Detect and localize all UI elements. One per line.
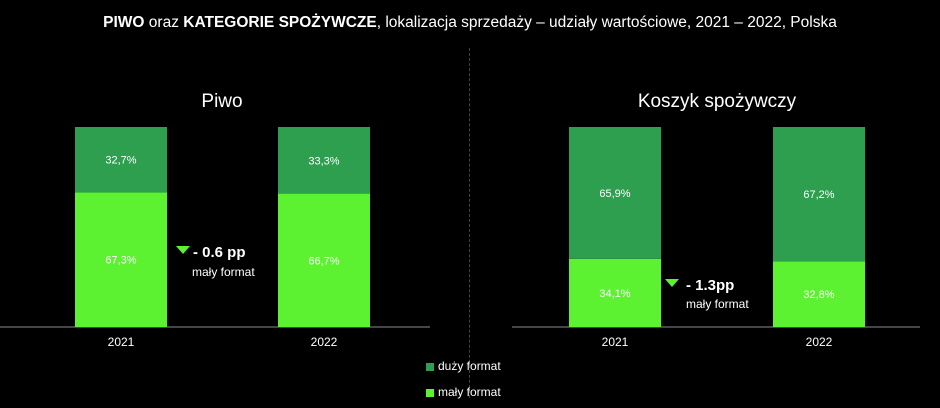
panel-divider [469,48,471,398]
panel1-xtick-2021: 2021 [108,335,135,349]
legend-item-duzy: duży format [426,359,501,373]
legend-swatch-maly [426,388,434,397]
panel1-annotation-value: - 0.6 pp [193,244,246,261]
legend-label-maly: mały format [438,385,501,399]
title-text-1: oraz [144,14,184,31]
panel1-xtick-2022: 2022 [311,335,338,349]
panel2-label-2021-duzy: 65,9% [599,188,630,200]
panel2-down-arrow-icon [665,279,679,287]
legend-label-duzy: duży format [438,359,501,373]
panel2-bar-2022-duzy [773,127,865,262]
panel1-bar-2021-duzy [75,127,167,193]
legend-item-maly: mały format [426,385,501,399]
panel2-annotation-value: - 1.3pp [686,277,734,294]
panel2-bar-2021-maly [569,258,661,327]
panel1-label-2022-maly: 66,7% [308,255,339,267]
panel2-label-2021-maly: 34,1% [599,288,630,300]
panel1-bar-2022-maly [278,193,370,327]
panel1-bar-2022-duzy [278,127,370,194]
title-bold-piwo: PIWO [103,14,145,31]
panel2-xtick-2021: 2021 [602,335,629,349]
panel2-bar-2022-maly [773,261,865,327]
legend-swatch-duzy [426,362,434,371]
title-text-2: , lokalizacja sprzedaży – udziały wartoś… [376,14,837,31]
panel1-down-arrow-icon [176,246,190,254]
panel2-title: Koszyk spożywczy [638,91,797,112]
panel2-label-2022-duzy: 67,2% [803,189,834,201]
panel2-label-2022-maly: 32,8% [803,289,834,301]
panel2-bar-2021-duzy [569,127,661,259]
panel1-bar-2021-maly [75,192,167,327]
panel1-title: Piwo [201,91,242,112]
panel1-label-2021-maly: 67,3% [105,255,136,267]
panel2-annotation-text: mały format [686,297,749,311]
panel1-annotation-text: mały format [192,265,255,279]
panel1-label-2021-duzy: 32,7% [105,155,136,167]
chart-title: PIWO oraz KATEGORIE SPOŻYWCZE, lokalizac… [0,14,940,32]
panel2-xtick-2022: 2022 [806,335,833,349]
panel1-label-2022-duzy: 33,3% [308,155,339,167]
title-bold-kategorie: KATEGORIE SPOŻYWCZE [183,14,377,31]
